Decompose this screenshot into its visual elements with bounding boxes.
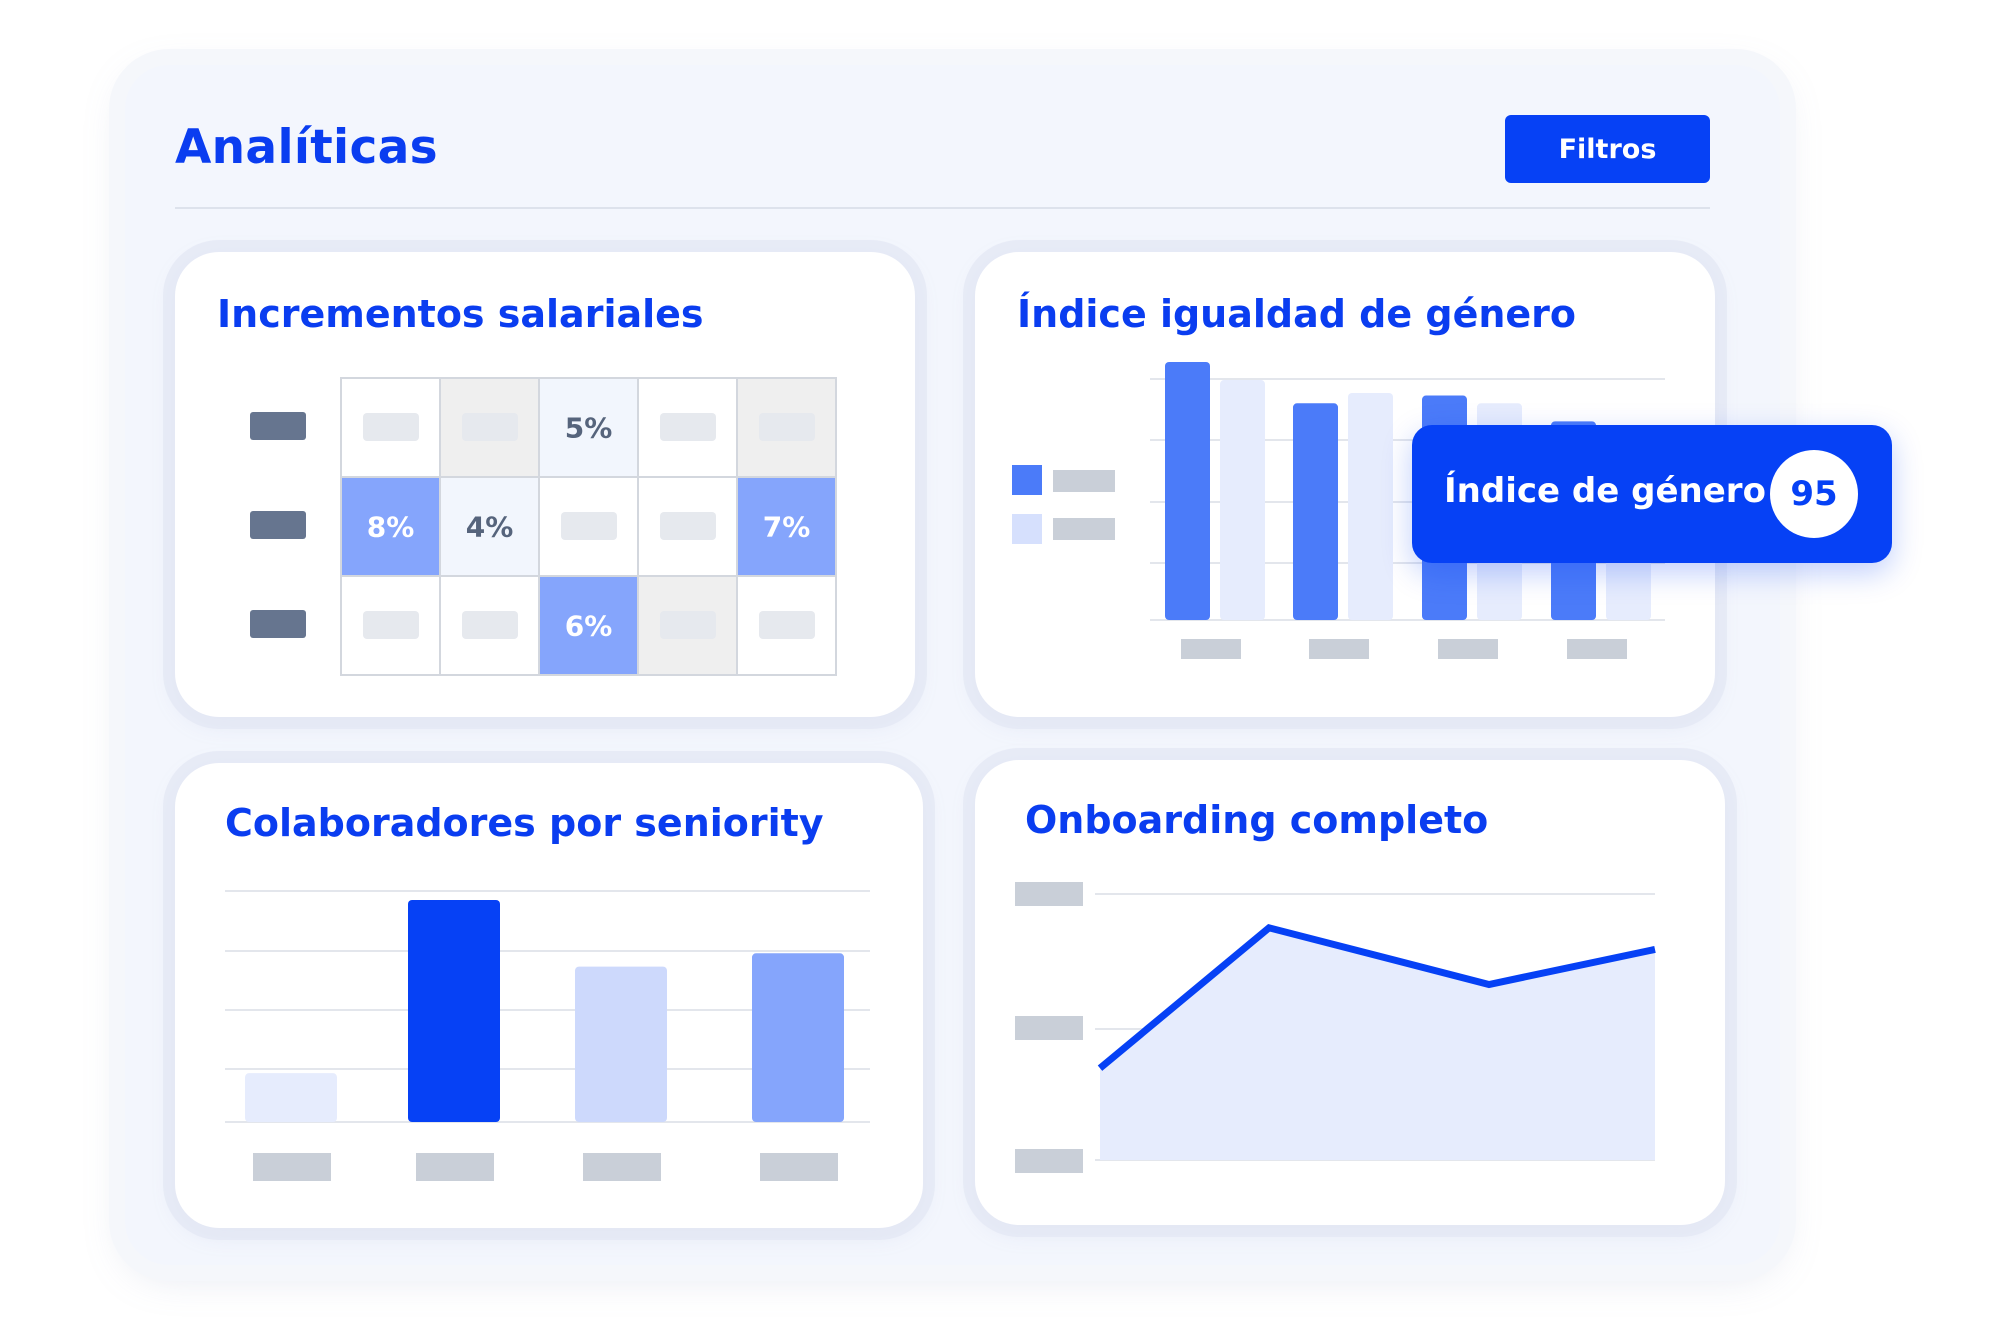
bar [575, 966, 667, 1122]
x-tick-placeholder [1309, 639, 1369, 659]
filter-button[interactable]: Filtros [1505, 115, 1710, 183]
cell-placeholder [462, 413, 518, 441]
x-tick-placeholder [1181, 639, 1241, 659]
card-title: Colaboradores por seniority [225, 801, 824, 845]
cell-placeholder [363, 413, 419, 441]
x-tick-placeholder [1438, 639, 1498, 659]
legend-label-placeholder [1053, 470, 1115, 492]
row-label-placeholder [250, 511, 306, 539]
heatmap-value: 7% [763, 511, 811, 544]
card-title: Incrementos salariales [217, 292, 704, 336]
card-salary-increments: Incrementos salariales 5% 8% 4% 7% 6% [175, 252, 915, 717]
heatmap-cell [538, 575, 639, 676]
card-seniority: Colaboradores por seniority [175, 763, 923, 1228]
bar [1348, 392, 1393, 620]
legend-swatch [1012, 465, 1042, 495]
heatmap-value: 4% [466, 511, 514, 544]
salary-heatmap: 5% 8% 4% 7% 6% [250, 377, 837, 676]
legend-swatch [1012, 514, 1042, 544]
cell-placeholder [660, 512, 716, 540]
bar [408, 900, 500, 1122]
x-tick-placeholder [1567, 639, 1627, 659]
cell-placeholder [462, 611, 518, 639]
heatmap-value: 8% [367, 511, 415, 544]
area-fill [1100, 927, 1655, 1160]
cell-placeholder [759, 611, 815, 639]
card-onboarding: Onboarding completo [975, 760, 1725, 1225]
x-tick-placeholder [416, 1153, 494, 1181]
cell-placeholder [660, 413, 716, 441]
y-tick-placeholder [1015, 1149, 1083, 1173]
bar [245, 1073, 337, 1122]
heatmap-value: 5% [565, 412, 613, 445]
bar [1293, 403, 1338, 620]
page-title: Analíticas [175, 120, 438, 175]
gender-index-tooltip: Índice de género 95 [1412, 425, 1892, 563]
heatmap-value: 6% [565, 610, 613, 643]
heatmap-cell [538, 377, 639, 478]
heatmap-cell [736, 476, 837, 577]
series-line [1097, 923, 1656, 1071]
tooltip-label: Índice de género [1444, 471, 1766, 511]
y-tick-placeholder [1015, 1016, 1083, 1040]
bar [1220, 380, 1265, 620]
x-tick-placeholder [583, 1153, 661, 1181]
onboarding-area-chart [1015, 882, 1656, 1173]
x-tick-placeholder [760, 1153, 838, 1181]
row-label-placeholder [250, 412, 306, 440]
header-divider [175, 207, 1710, 209]
bar [752, 953, 844, 1122]
y-tick-placeholder [1015, 882, 1083, 906]
card-title: Onboarding completo [1025, 798, 1489, 842]
cell-placeholder [660, 611, 716, 639]
cell-placeholder [759, 413, 815, 441]
row-label-placeholder [250, 610, 306, 638]
heatmap-cell [736, 377, 837, 478]
card-title: Índice igualdad de género [1017, 292, 1577, 336]
bar [1165, 362, 1210, 620]
heatmap-cell [340, 476, 441, 577]
legend-label-placeholder [1053, 518, 1115, 540]
cell-placeholder [561, 512, 617, 540]
cell-placeholder [363, 611, 419, 639]
x-tick-placeholder [253, 1153, 331, 1181]
seniority-bar-chart [225, 890, 870, 1181]
gender-index-badge: 95 [1770, 450, 1858, 538]
